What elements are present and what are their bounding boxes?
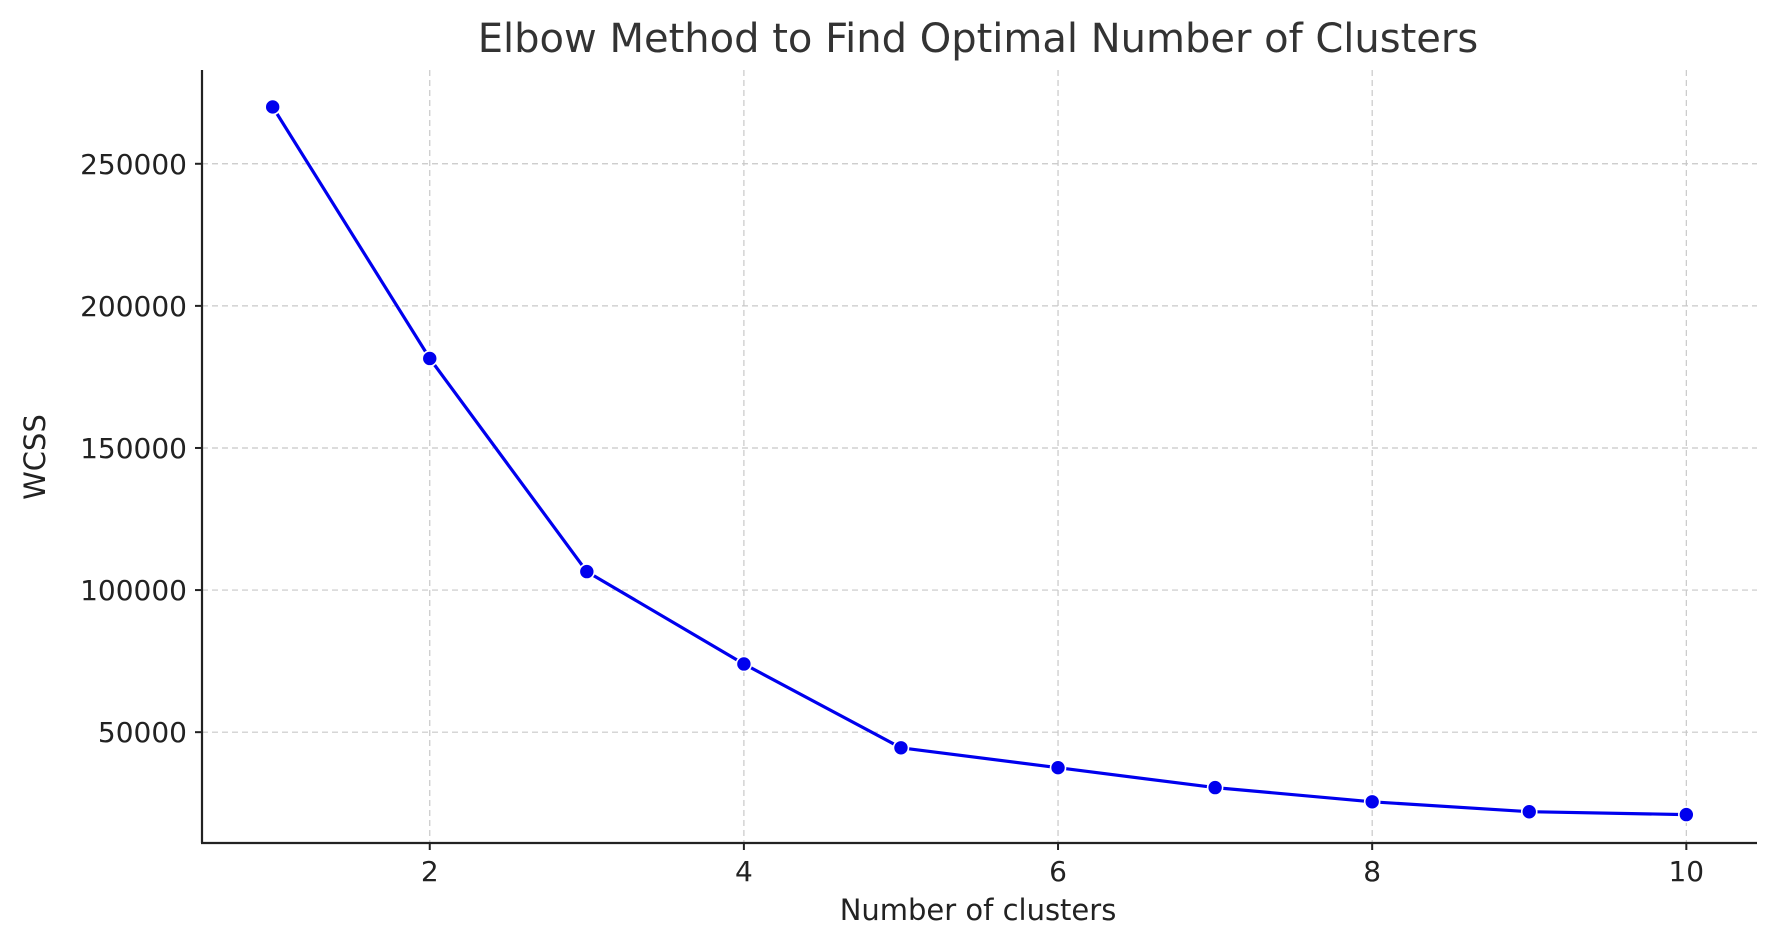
data-point [421, 350, 439, 367]
data-point [1520, 803, 1538, 821]
data-point [735, 655, 753, 673]
data-point [1206, 779, 1224, 796]
y-tick-label: 100000 [80, 574, 187, 607]
y-tick-label: 200000 [80, 290, 187, 323]
data-series [264, 98, 1695, 823]
data-point [1363, 793, 1381, 811]
data-point [1678, 806, 1695, 823]
data-point [264, 98, 281, 116]
data-point [892, 739, 910, 757]
grid-lines [202, 70, 1757, 843]
y-tick-label: 50000 [98, 716, 187, 749]
x-ticks: 2 4 6 8 10 [421, 843, 1704, 888]
y-ticks: 50000 100000 150000 200000 250000 [80, 148, 202, 749]
x-tick-label: 10 [1668, 855, 1704, 888]
x-tick-label: 4 [735, 855, 753, 888]
y-tick-label: 250000 [80, 148, 187, 181]
data-point [1049, 759, 1067, 776]
x-tick-label: 8 [1363, 855, 1381, 888]
series-line [271, 105, 1688, 817]
x-tick-label: 6 [1049, 855, 1067, 888]
data-point [578, 563, 596, 580]
axes [200, 70, 1757, 845]
x-tick-label: 2 [421, 855, 439, 888]
y-tick-label: 150000 [80, 432, 187, 465]
y-axis-label: WCSS [18, 414, 52, 500]
chart-title: Elbow Method to Find Optimal Number of C… [478, 16, 1478, 62]
x-axis-label: Number of clusters [840, 893, 1117, 927]
